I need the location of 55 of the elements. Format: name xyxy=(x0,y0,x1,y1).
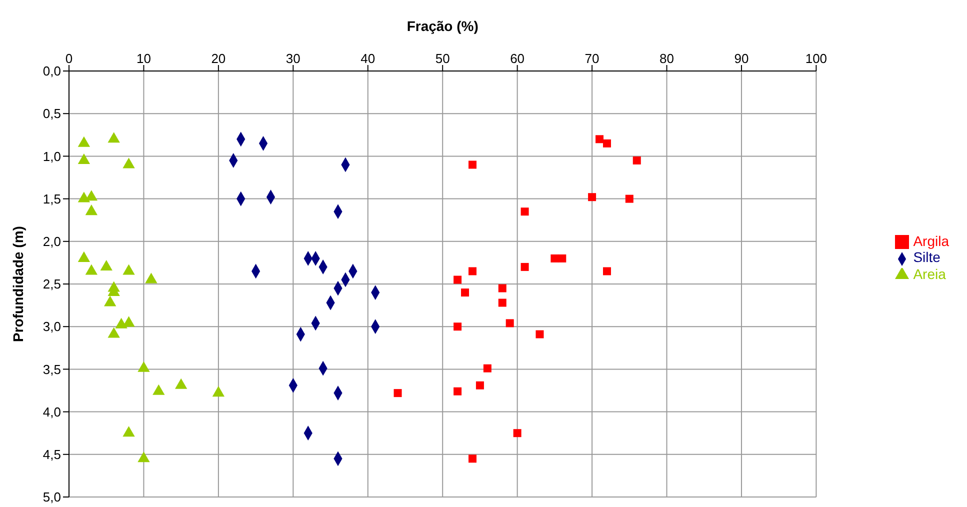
point xyxy=(520,208,529,216)
y-axis-title: Profundidade (m) xyxy=(10,226,26,342)
y-tick-label: 0,0 xyxy=(42,64,61,79)
x-tick-label: 70 xyxy=(584,51,600,66)
point xyxy=(625,194,634,203)
point xyxy=(536,330,544,338)
x-tick-label: 20 xyxy=(211,51,226,66)
point xyxy=(122,158,135,168)
x-tick-label: 40 xyxy=(360,51,376,66)
x-tick-label: 60 xyxy=(510,51,525,66)
point xyxy=(506,319,514,328)
point xyxy=(558,254,566,262)
point xyxy=(394,389,402,398)
y-tick-label: 1,0 xyxy=(42,148,61,164)
x-tick-label: 80 xyxy=(660,51,674,66)
x-tick-label: 90 xyxy=(734,51,749,66)
point xyxy=(513,429,522,438)
point xyxy=(468,454,476,463)
x-tick-label: 30 xyxy=(286,51,300,66)
x-tick-label: 50 xyxy=(435,51,450,66)
point xyxy=(454,276,462,284)
point xyxy=(498,298,506,307)
point xyxy=(85,204,98,216)
point xyxy=(108,132,120,143)
legend-label: Areia xyxy=(913,266,946,282)
point xyxy=(602,139,611,148)
point xyxy=(602,267,611,276)
y-tick-label: 0,5 xyxy=(42,106,61,122)
point xyxy=(476,381,484,390)
legend-label: Silte xyxy=(913,249,940,266)
y-tick-label: 1,5 xyxy=(42,191,61,206)
point xyxy=(596,135,604,144)
y-tick-label: 5,0 xyxy=(42,490,61,505)
point xyxy=(454,322,462,331)
point xyxy=(550,254,559,262)
y-tick-label: 4,5 xyxy=(42,447,61,462)
point xyxy=(468,267,476,276)
legend-label: Argila xyxy=(913,233,949,250)
point xyxy=(632,156,641,164)
x-tick-label: 0 xyxy=(65,51,73,66)
point xyxy=(498,284,506,292)
x-axis-title: Fração (%) xyxy=(406,18,478,34)
point xyxy=(588,193,596,202)
y-tick-label: 4,0 xyxy=(42,404,61,420)
point xyxy=(461,288,470,297)
point xyxy=(468,160,476,169)
point xyxy=(520,262,529,271)
x-tick-label: 10 xyxy=(136,51,151,66)
y-tick-label: 2,0 xyxy=(42,234,61,250)
y-tick-label: 3,5 xyxy=(42,362,61,377)
point xyxy=(454,387,462,396)
y-tick-label: 2,5 xyxy=(42,276,61,292)
y-tick-label: 3,0 xyxy=(42,319,61,334)
x-tick-label: 100 xyxy=(805,51,828,66)
point xyxy=(483,364,492,372)
